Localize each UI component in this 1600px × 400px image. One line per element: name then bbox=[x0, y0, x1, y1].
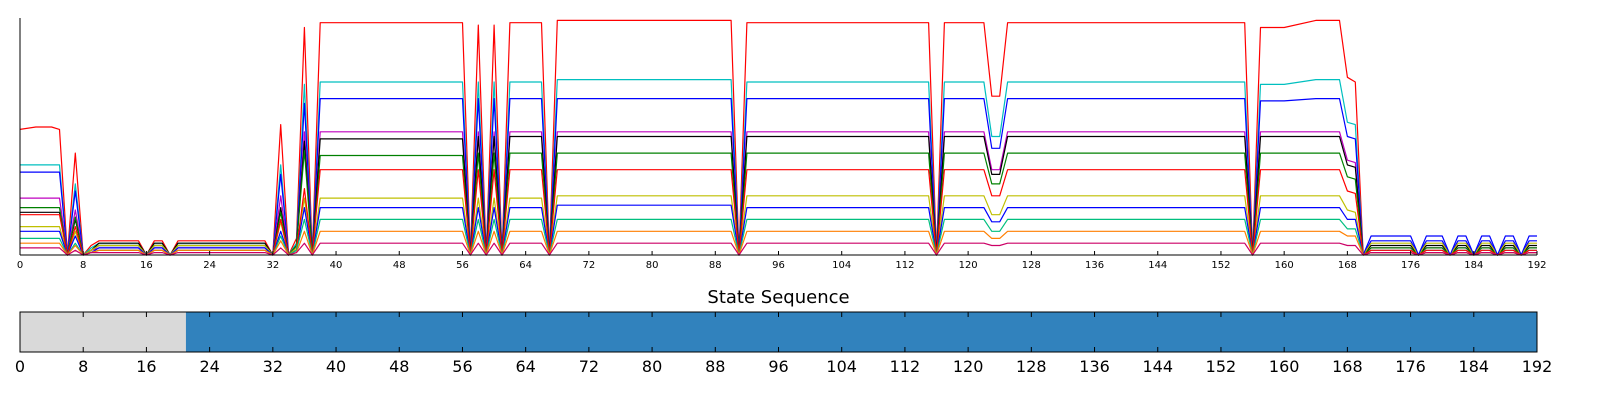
series-line-12 bbox=[20, 242, 1537, 256]
state-tick-label: 184 bbox=[1459, 357, 1490, 376]
state-segment-1 bbox=[20, 312, 186, 352]
series-line-8 bbox=[20, 204, 1537, 256]
state-sequence-plot: State Sequence 0 8 16 24 32 40 48 56 64 72 80 88 96 10… bbox=[15, 287, 1552, 376]
x-tick-label: 152 bbox=[1211, 260, 1230, 271]
state-tick-label: 144 bbox=[1142, 357, 1173, 376]
x-tick-label: 0 bbox=[17, 260, 23, 271]
x-tick-label: 192 bbox=[1527, 260, 1546, 271]
state-tick-label: 112 bbox=[890, 357, 921, 376]
series-line-7 bbox=[20, 195, 1537, 256]
x-tick-label: 96 bbox=[772, 260, 785, 271]
x-tick-label: 40 bbox=[330, 260, 343, 271]
state-tick-label: 40 bbox=[326, 357, 346, 376]
x-tick-label: 144 bbox=[1148, 260, 1167, 271]
state-tick-label: 96 bbox=[768, 357, 788, 376]
state-tick-label: 0 bbox=[15, 357, 25, 376]
line-plot: 0 8 16 24 32 40 48 56 64 72 80 88 96 104 112 120 128 136 1… bbox=[17, 18, 1547, 271]
x-tick-label: 168 bbox=[1338, 260, 1357, 271]
x-tick-label: 72 bbox=[583, 260, 596, 271]
state-segment-2 bbox=[185, 312, 1537, 352]
state-tick-label: 56 bbox=[452, 357, 472, 376]
x-tick-label: 120 bbox=[959, 260, 978, 271]
x-tick-label: 64 bbox=[519, 260, 532, 271]
state-tick-label: 72 bbox=[579, 357, 599, 376]
series-line-9 bbox=[20, 169, 1537, 256]
state-tick-label: 88 bbox=[705, 357, 725, 376]
state-tick-label: 64 bbox=[515, 357, 535, 376]
x-tick-label: 24 bbox=[203, 260, 216, 271]
state-tick-label: 136 bbox=[1079, 357, 1110, 376]
x-tick-label: 136 bbox=[1085, 260, 1104, 271]
state-tick-label: 16 bbox=[136, 357, 156, 376]
x-tick-label: 80 bbox=[646, 260, 659, 271]
series-line-5 bbox=[20, 135, 1537, 256]
state-tick-label: 176 bbox=[1395, 357, 1426, 376]
state-tick-label: 160 bbox=[1269, 357, 1300, 376]
x-tick-label: 56 bbox=[456, 260, 469, 271]
x-tick-label: 176 bbox=[1401, 260, 1420, 271]
x-tick-label: 104 bbox=[832, 260, 851, 271]
state-tick-label: 104 bbox=[826, 357, 857, 376]
x-tick-label: 128 bbox=[1022, 260, 1041, 271]
series-line-2 bbox=[20, 78, 1537, 256]
state-tick-label: 152 bbox=[1206, 357, 1237, 376]
state-tick-label: 8 bbox=[78, 357, 88, 376]
state-tick-label: 128 bbox=[1016, 357, 1047, 376]
state-tick-label: 48 bbox=[389, 357, 409, 376]
x-tick-label: 184 bbox=[1464, 260, 1483, 271]
x-tick-label: 48 bbox=[393, 260, 406, 271]
state-tick-label: 24 bbox=[199, 357, 219, 376]
x-tick-label: 112 bbox=[895, 260, 914, 271]
state-sequence-title: State Sequence bbox=[707, 287, 849, 308]
x-tick-label: 88 bbox=[709, 260, 722, 271]
state-tick-label: 80 bbox=[642, 357, 662, 376]
state-tick-label: 168 bbox=[1332, 357, 1363, 376]
x-tick-label: 16 bbox=[140, 260, 153, 271]
state-tick-label: 120 bbox=[953, 357, 984, 376]
x-tick-label: 160 bbox=[1275, 260, 1294, 271]
series-line-6 bbox=[20, 150, 1537, 256]
series-line-4 bbox=[20, 131, 1537, 256]
x-tick-label: 32 bbox=[266, 260, 279, 271]
state-tick-label: 32 bbox=[263, 357, 283, 376]
x-tick-label: 8 bbox=[80, 260, 86, 271]
state-tick-label: 192 bbox=[1522, 357, 1553, 376]
series-line-10 bbox=[20, 218, 1537, 256]
